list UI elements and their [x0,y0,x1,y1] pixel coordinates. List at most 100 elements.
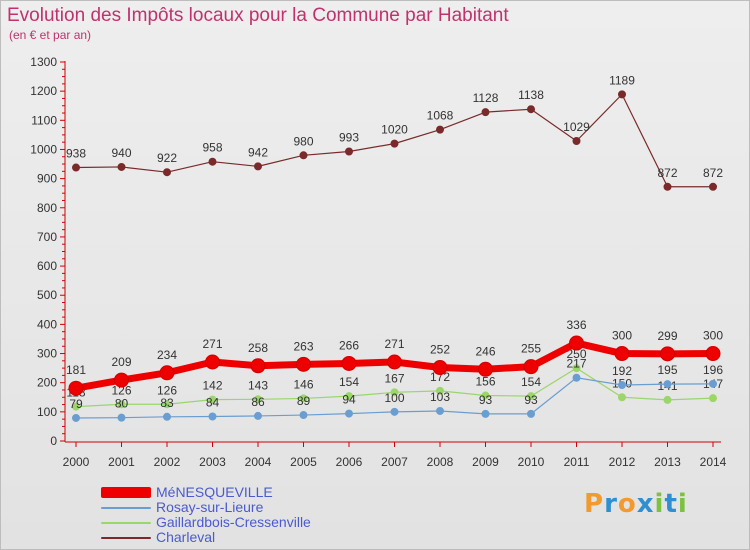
data-label: 172 [430,370,450,384]
data-label: 250 [566,347,586,361]
data-point [114,372,129,388]
data-point [527,392,535,401]
data-point [572,137,581,146]
legend-swatch [101,522,151,524]
data-point [663,395,672,404]
data-label: 195 [657,363,677,377]
legend-label: MéNESQUEVILLE [156,484,273,500]
data-point [299,394,308,403]
brand-logo: Proxiti [584,489,688,519]
data-label: 1029 [563,120,590,134]
data-label: 93 [524,393,538,407]
data-point [345,392,353,401]
data-point [159,365,175,381]
data-point [436,125,444,134]
data-point [299,151,308,160]
data-label: 196 [703,363,723,377]
data-point [432,360,448,376]
y-tick-label: 600 [37,259,57,273]
legend-swatch [101,487,151,498]
y-tick-label: 500 [37,288,57,302]
x-tick-label: 2011 [564,455,590,469]
data-label: 993 [339,131,359,145]
data-point [660,346,675,362]
data-point [478,361,493,377]
brand-letter: i [677,489,688,519]
legend-swatch [101,507,151,509]
y-tick-label: 400 [37,317,57,331]
data-point [618,393,626,402]
x-tick-label: 2000 [63,455,90,469]
data-point [72,163,80,172]
data-label: 217 [566,357,586,371]
x-tick-label: 2013 [654,455,681,469]
data-label: 300 [703,329,723,343]
brand-letter: x [636,489,655,519]
data-point [481,108,490,117]
legend-swatch [101,537,151,539]
x-tick-label: 2009 [472,455,499,469]
y-tick-label: 1300 [30,55,57,69]
chart-subtitle: (en € et par an) [9,28,92,42]
data-label: 1068 [427,109,454,123]
data-label: 126 [157,383,177,397]
data-point [481,409,490,418]
brand-letter: r [604,489,618,519]
x-tick-label: 2010 [518,455,545,469]
data-label: 1020 [381,123,408,137]
data-label: 154 [521,375,541,389]
data-point [705,346,721,362]
brand-letter: t [664,489,678,519]
data-point [618,381,626,390]
data-point [299,411,308,420]
data-label: 100 [384,391,404,405]
x-tick-label: 2014 [700,455,727,469]
data-point [345,409,353,418]
y-tick-label: 700 [37,230,57,244]
data-label: 255 [521,342,541,356]
data-label: 80 [115,397,129,411]
data-point [572,373,581,382]
brand-letter: P [584,489,605,519]
data-point [163,412,171,421]
data-label: 922 [157,151,177,165]
x-tick-label: 2003 [199,455,226,469]
data-label: 154 [339,375,359,389]
data-point [345,147,353,156]
data-point [663,380,672,389]
brand-letter: i [654,489,665,519]
data-point [663,182,672,191]
data-point [117,413,126,422]
x-tick-label: 2012 [609,455,636,469]
data-point [618,90,626,99]
legend-label: Rosay-sur-Lieure [156,499,264,515]
y-tick-label: 1200 [30,84,57,98]
data-label: 146 [293,377,313,391]
data-label: 89 [297,394,311,408]
data-point [254,395,262,404]
data-label: 192 [612,364,632,378]
data-point [163,400,171,409]
data-label: 258 [248,341,268,355]
data-label: 143 [248,378,268,392]
data-point [436,406,444,415]
data-point [387,354,402,370]
data-point [254,162,262,171]
data-point [208,157,217,166]
data-point [481,391,490,400]
data-label: 86 [251,395,265,409]
x-tick-label: 2008 [427,455,454,469]
data-point [436,386,444,395]
data-label: 271 [202,337,222,351]
data-label: 1138 [518,88,544,102]
data-point [341,355,357,371]
data-point [390,139,399,148]
data-point [569,335,584,351]
data-point [68,380,84,396]
x-tick-label: 2002 [154,455,181,469]
data-label: 181 [66,363,86,377]
brand-letter: o [617,489,637,519]
data-point [254,411,262,420]
chart-title: Evolution des Impôts locaux pour la Comm… [7,5,509,26]
